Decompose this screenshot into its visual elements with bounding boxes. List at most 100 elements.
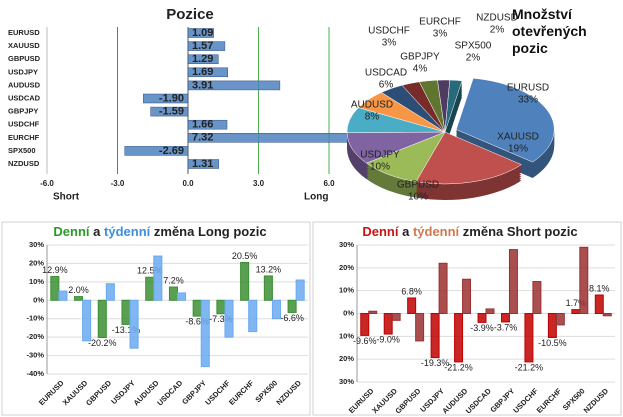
slice-value: 6% xyxy=(379,80,394,91)
slice-label: GBPUSD xyxy=(397,180,439,191)
bar xyxy=(602,313,612,317)
y-tick-label: -10% xyxy=(26,314,44,323)
category-label: USDJPY xyxy=(8,67,38,76)
slice-label: USDCHF xyxy=(368,26,410,37)
chart-title: Denní a týdenní změna Long pozic xyxy=(53,224,266,239)
bar xyxy=(153,255,163,301)
bar xyxy=(485,308,495,314)
bar xyxy=(187,54,219,64)
value-label: 12.9% xyxy=(42,265,68,275)
title-part: týdenní xyxy=(413,224,460,239)
value-label: 1.29 xyxy=(192,53,213,65)
bar xyxy=(571,309,581,315)
value-label: 2.0% xyxy=(68,285,89,295)
bar xyxy=(524,313,534,363)
bar xyxy=(187,41,226,51)
slice xyxy=(455,77,555,163)
bar xyxy=(532,281,542,314)
slice-value: 10% xyxy=(370,162,390,173)
bar xyxy=(248,299,258,333)
bar xyxy=(177,292,187,301)
bar xyxy=(58,290,68,301)
bar xyxy=(295,279,305,301)
value-label: 1.69 xyxy=(192,66,213,78)
value-label: 13.2% xyxy=(256,264,282,274)
pie-title: Množství otevřených pozic xyxy=(512,6,587,56)
y-tick-label: 0% xyxy=(33,295,44,304)
chart-title: Denní a týdenní změna Short pozic xyxy=(362,224,577,239)
bar xyxy=(50,276,60,301)
x-tick-label: USDCAD xyxy=(464,386,493,415)
slice-label: USDCAD xyxy=(365,68,407,79)
slice-label: NZDUSD xyxy=(476,13,518,24)
bar xyxy=(240,262,250,301)
slice-value: 2% xyxy=(466,53,481,64)
value-label: 20.5% xyxy=(232,251,258,261)
category-label: GBPUSD xyxy=(8,54,41,63)
y-tick-label: 10% xyxy=(339,286,354,295)
value-label: 1.31 xyxy=(192,158,213,170)
value-label: 12.5% xyxy=(137,266,163,276)
y-tick-label: -20% xyxy=(26,332,44,341)
y-tick-label: -40% xyxy=(26,369,44,378)
bar xyxy=(97,299,107,339)
slice-value: 4% xyxy=(413,64,428,75)
bar xyxy=(438,262,448,314)
y-tick-label: 10% xyxy=(29,277,44,286)
bar xyxy=(407,297,417,314)
value-label: 3.91 xyxy=(192,79,213,91)
x-tick-label: EURCHF xyxy=(227,378,256,407)
slice-value: 10% xyxy=(408,192,428,203)
bar xyxy=(271,299,281,320)
x-tick-label: GBPUSD xyxy=(393,386,422,415)
bar xyxy=(129,299,139,349)
slice xyxy=(415,131,522,185)
x-tick-label: NZDUSD xyxy=(274,378,303,407)
value-label: -7.3% xyxy=(209,314,233,324)
slice-label: SPX500 xyxy=(455,41,492,52)
bar xyxy=(579,246,589,315)
category-label: EURCHF xyxy=(8,133,40,142)
bar xyxy=(454,313,464,363)
bar xyxy=(500,313,510,323)
bar xyxy=(150,106,189,117)
value-label: 8.1% xyxy=(589,283,610,293)
y-tick-label: 10% xyxy=(339,331,354,340)
value-label: -6.6% xyxy=(280,313,304,323)
value-label: -21.2% xyxy=(515,362,544,372)
bar xyxy=(368,310,378,315)
value-label: 1.09 xyxy=(192,27,213,39)
value-label: -10.5% xyxy=(538,338,567,348)
bar xyxy=(187,80,281,91)
bar xyxy=(415,313,425,342)
value-label: 6.8% xyxy=(401,286,422,296)
bar xyxy=(192,299,202,317)
slice-label: XAUUSD xyxy=(497,132,539,143)
x-axis-label: Short xyxy=(53,192,80,203)
x-axis-label: Long xyxy=(304,192,328,203)
category-label: AUDUSD xyxy=(8,80,41,89)
x-tick-label: -6.0 xyxy=(40,179,54,188)
bar xyxy=(124,146,189,156)
value-label: -1.90 xyxy=(159,92,184,104)
category-label: EURUSD xyxy=(8,28,40,37)
value-label: -9.0% xyxy=(376,334,400,344)
bar xyxy=(263,275,273,301)
x-tick-label: -3.0 xyxy=(111,179,125,188)
value-label: -21.2% xyxy=(444,362,473,372)
bar xyxy=(508,249,518,314)
value-label: -13.1% xyxy=(112,325,141,335)
y-tick-label: 30% xyxy=(339,377,354,386)
slice-label: EURUSD xyxy=(507,83,549,94)
x-tick-label: 3.0 xyxy=(253,179,265,188)
bar xyxy=(187,67,228,78)
value-label: -9.6% xyxy=(353,336,377,346)
bar xyxy=(187,159,220,169)
value-label: -2.69 xyxy=(159,145,184,157)
value-label: -19.3% xyxy=(421,358,450,368)
slice-value: 33% xyxy=(518,95,538,106)
bar xyxy=(216,299,226,315)
value-label: 1.7% xyxy=(566,298,587,308)
title-part: a xyxy=(93,224,101,239)
